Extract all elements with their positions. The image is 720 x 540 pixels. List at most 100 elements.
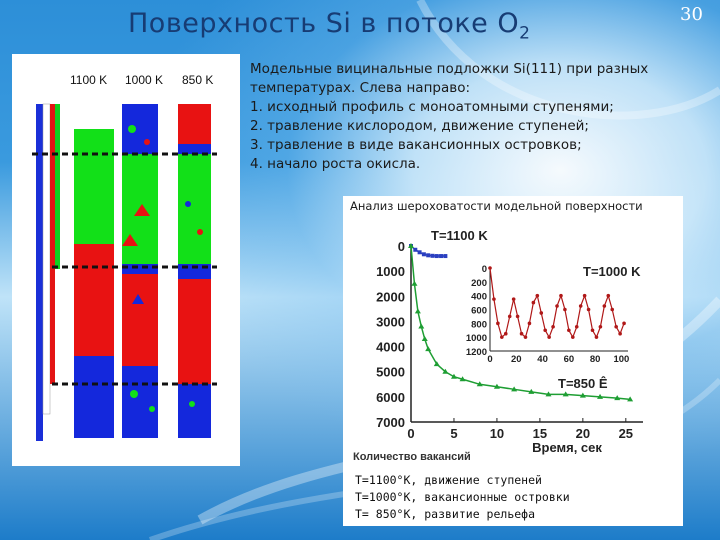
data-point [493, 383, 500, 389]
data-point [597, 393, 604, 399]
data-point [408, 243, 414, 248]
slide-title: Поверхность Si в потоке O2 [128, 8, 531, 44]
legend-line: T=1000°K, вакансионные островки [355, 490, 570, 504]
data-point [430, 253, 435, 258]
inset-data-point [496, 321, 500, 326]
inset-data-point [606, 293, 611, 298]
page-number: 30 [680, 4, 703, 25]
data-point [443, 254, 448, 259]
inset-data-point [519, 331, 524, 336]
data-point [450, 373, 457, 379]
series-label: T=1100 K [431, 228, 488, 243]
data-point [476, 381, 483, 387]
y-tick-label: 6000 [376, 390, 405, 405]
col-label-2: 1000 K [125, 73, 163, 87]
data-point [411, 280, 418, 286]
simulation-panel: 1100 K 1000 K 850 K [12, 54, 240, 466]
inset-data-point [539, 311, 544, 315]
description-line: 2. травление кислородом, движение ступен… [250, 118, 589, 134]
x-axis-label: Время, сек [532, 440, 602, 455]
legend-line: T=1100°K, движение ступеней [355, 473, 542, 487]
inset-x-tick-label: 0 [487, 354, 492, 365]
data-point [418, 323, 425, 329]
data-point [579, 392, 586, 398]
inset-y-tick-label: 600 [471, 306, 487, 317]
inset-data-point [515, 314, 520, 319]
inset-data-point [503, 331, 508, 336]
data-point [528, 388, 535, 394]
inset-data-point [618, 331, 622, 336]
inset-y-tick-label: 0 [482, 264, 487, 275]
y-tick-label: 3000 [376, 314, 405, 329]
chart-legend: T=1100°K, движение ступеней T=1000°K, вак… [355, 472, 570, 523]
profile-step-blue [36, 104, 43, 441]
inset-data-point [488, 266, 492, 270]
x-tick-label: 5 [450, 426, 457, 441]
inset-data-point [500, 335, 504, 339]
inset-y-tick-label: 200 [471, 278, 487, 289]
y-tick-label: 2000 [376, 289, 405, 304]
inset-data-point [614, 324, 618, 329]
col3-red-top [178, 104, 211, 144]
inset-data-point [590, 328, 595, 333]
inset-data-point [571, 335, 575, 339]
inset-data-point [551, 324, 555, 329]
x-tick-label: 0 [407, 426, 414, 441]
inset-y-tick-label: 400 [471, 292, 487, 303]
title-subscript: 2 [519, 23, 531, 44]
data-point [511, 386, 518, 392]
col1-blue [74, 356, 114, 438]
description-line: температурах. Слева направо: [250, 80, 471, 96]
data-point [426, 253, 431, 258]
data-point [545, 391, 552, 397]
inset-data-point [547, 335, 551, 339]
inset-x-tick-label: 20 [511, 354, 522, 365]
inset-data-point [563, 307, 567, 312]
inset-data-point [582, 293, 587, 298]
profile-step-red [50, 104, 55, 384]
data-point [459, 376, 466, 382]
inset-data-point [555, 304, 559, 308]
col3-green [178, 154, 211, 264]
description-line: 3. травление в виде вакансионных островк… [250, 137, 582, 153]
y-tick-label: 5000 [376, 365, 405, 380]
y-tick-label: 4000 [376, 340, 405, 355]
y-axis-label: Количество вакансий [353, 451, 471, 463]
inset-data-point [594, 335, 599, 339]
data-point [417, 250, 422, 255]
x-tick-label: 15 [533, 426, 547, 441]
data-point [442, 368, 449, 374]
data-point [421, 336, 428, 342]
inset-data-point [598, 324, 603, 329]
inset-data-point [622, 321, 626, 326]
inset-series-label: T=1000 K [583, 264, 641, 279]
x-tick-label: 20 [576, 426, 590, 441]
x-tick-label: 10 [490, 426, 504, 441]
chart-caption: Анализ шероховатости модельной поверхнос… [350, 199, 643, 213]
inset-y-tick-label: 1000 [466, 333, 487, 344]
inset-data-point [492, 297, 496, 301]
y-tick-label: 1000 [376, 264, 405, 279]
description-text: Модельные вицинальные подложки Si(111) п… [250, 60, 690, 174]
inset-x-tick-label: 80 [590, 354, 601, 365]
col1-green [74, 129, 114, 244]
simulation-figure: 1100 K 1000 K 850 K [32, 73, 217, 441]
series-label: T=850 Ê [558, 376, 608, 391]
legend-line: T= 850°K, развитие рельефа [355, 507, 536, 521]
inset-data-point [610, 307, 615, 312]
data-point [433, 361, 440, 367]
col-label-1: 1100 K [70, 73, 107, 87]
data-point [627, 396, 634, 402]
profile-step-green [55, 104, 60, 269]
inset-data-point [527, 321, 532, 326]
description-line: 1. исходный профиль с моноатомными ступе… [250, 99, 614, 115]
col2-red [122, 274, 158, 366]
inset-data-point [559, 293, 563, 298]
data-point [425, 346, 432, 352]
y-tick-label: 7000 [376, 415, 405, 430]
col3-red [178, 279, 211, 384]
data-point [562, 391, 569, 397]
col-label-3: 850 K [182, 73, 213, 87]
inset-data-point [578, 304, 583, 308]
